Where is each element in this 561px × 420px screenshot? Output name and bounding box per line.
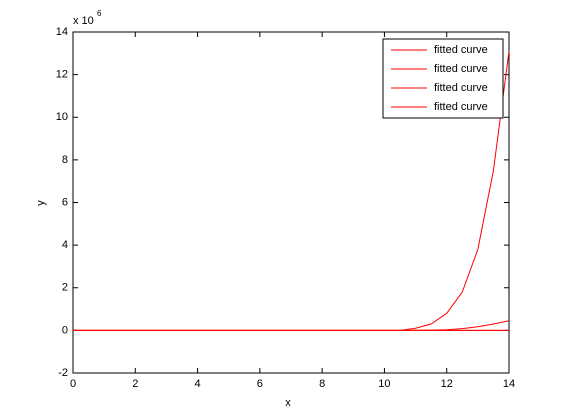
x-tick-label: 2 xyxy=(132,378,138,390)
y-tick-label: 14 xyxy=(56,26,68,38)
legend-label: fitted curve xyxy=(434,63,488,75)
x-tick-label: 6 xyxy=(257,378,263,390)
y-tick-label: 8 xyxy=(62,154,68,166)
y-tick-label: 10 xyxy=(56,111,68,123)
y-multiplier-exponent: 6 xyxy=(97,9,102,18)
y-axis-label: y xyxy=(35,200,47,206)
x-tick-label: 12 xyxy=(441,378,453,390)
legend-label: fitted curve xyxy=(434,44,488,56)
y-tick-label: 0 xyxy=(62,324,68,336)
y-tick-label: 4 xyxy=(62,239,68,251)
y-multiplier-base: x 10 xyxy=(73,15,94,27)
legend-label: fitted curve xyxy=(434,101,488,113)
y-tick-label: -2 xyxy=(58,367,68,379)
y-tick-label: 6 xyxy=(62,196,68,208)
x-tick-label: 14 xyxy=(503,378,515,390)
x-tick-label: 8 xyxy=(319,378,325,390)
y-tick-label: 12 xyxy=(56,69,68,81)
x-tick-label: 0 xyxy=(70,378,76,390)
x-axis-label: x xyxy=(285,397,291,409)
legend-label: fitted curve xyxy=(434,82,488,94)
x-tick-label: 10 xyxy=(378,378,390,390)
x-tick-label: 4 xyxy=(195,378,201,390)
y-tick-label: 2 xyxy=(62,282,68,294)
legend-box xyxy=(382,38,504,119)
